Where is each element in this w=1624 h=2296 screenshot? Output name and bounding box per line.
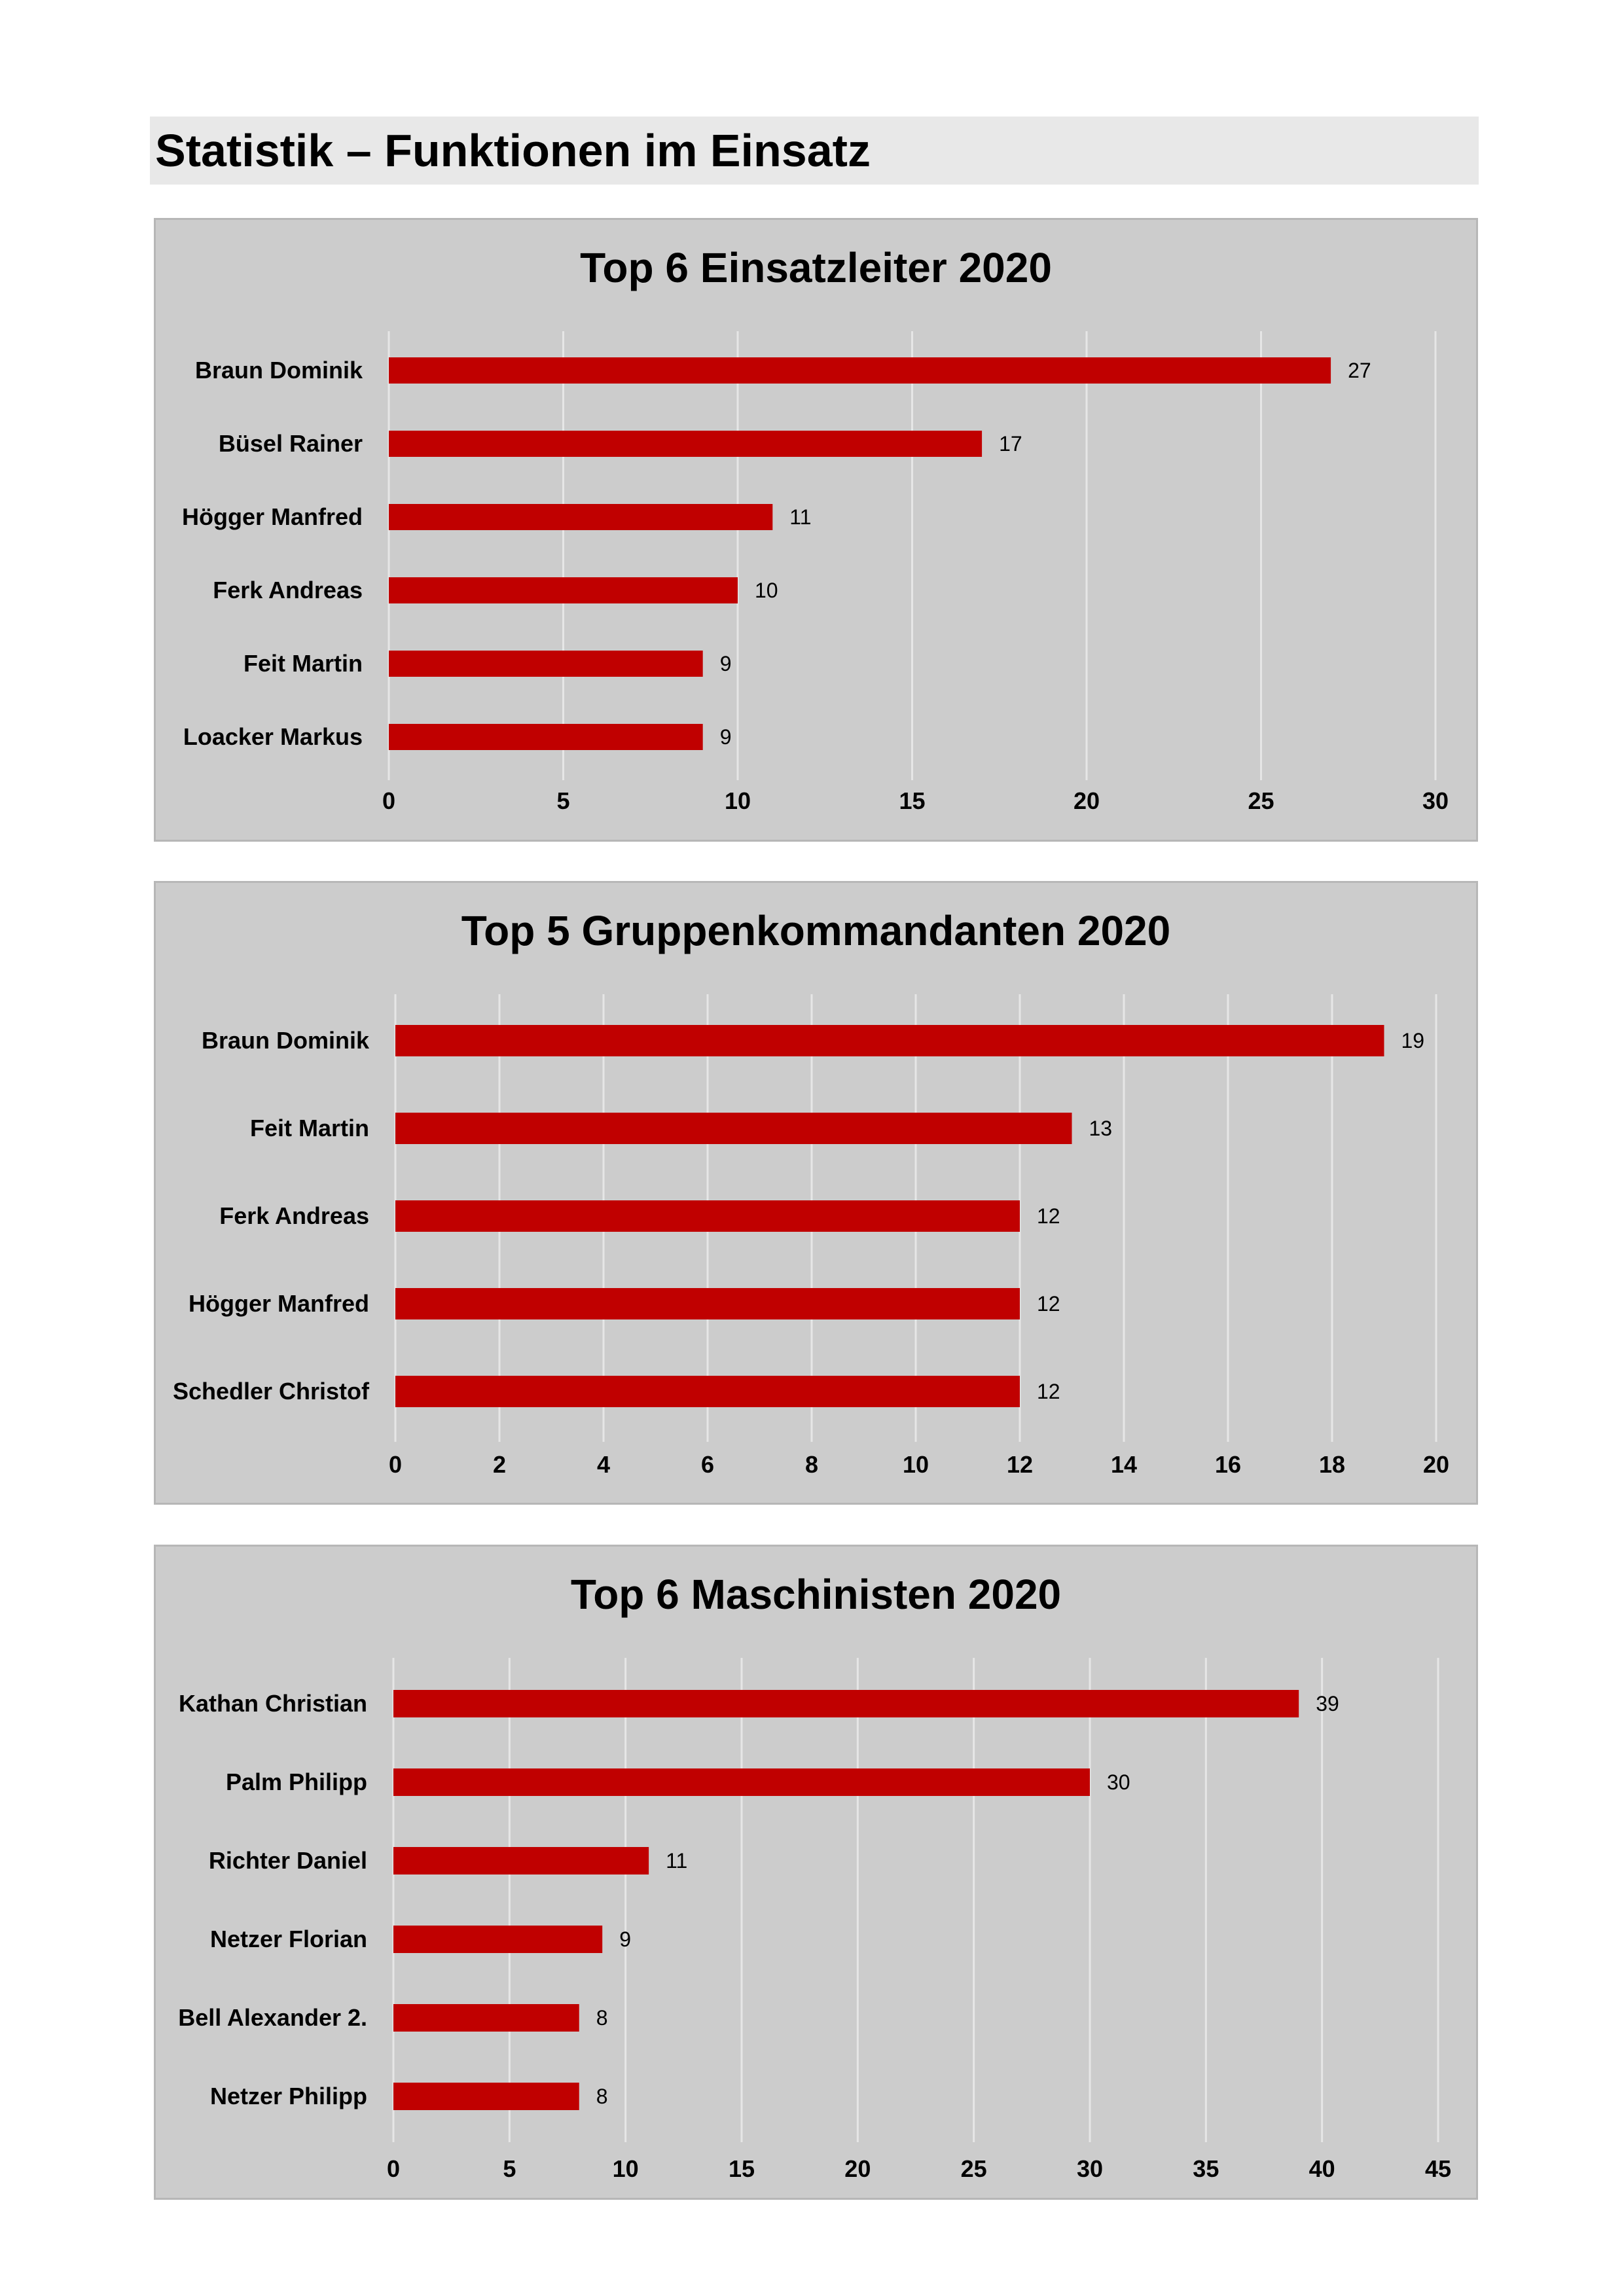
category-label: Ferk Andreas — [219, 1202, 369, 1229]
x-tick-label: 0 — [387, 2155, 400, 2182]
data-label: 39 — [1316, 1692, 1339, 1715]
category-label: Palm Philipp — [226, 1768, 367, 1795]
bar — [395, 1288, 1020, 1319]
category-label: Kathan Christian — [179, 1690, 367, 1717]
category-label: Ferk Andreas — [213, 577, 363, 603]
category-label: Feit Martin — [244, 650, 363, 677]
x-tick-label: 35 — [1193, 2155, 1219, 2182]
chart-title: Top 6 Maschinisten 2020 — [570, 1571, 1062, 1618]
category-label: Büsel Rainer — [219, 430, 363, 457]
x-tick-label: 16 — [1215, 1451, 1241, 1478]
x-tick-label: 30 — [1077, 2155, 1103, 2182]
category-label: Netzer Philipp — [210, 2083, 367, 2109]
chart-title: Top 5 Gruppenkommandanten 2020 — [461, 907, 1171, 954]
category-label: Feit Martin — [250, 1115, 369, 1141]
x-tick-label: 0 — [382, 787, 395, 814]
bar — [389, 357, 1331, 384]
x-tick-label: 25 — [1248, 787, 1274, 814]
x-tick-label: 8 — [805, 1451, 818, 1478]
x-tick-label: 20 — [1423, 1451, 1449, 1478]
x-tick-label: 15 — [729, 2155, 755, 2182]
data-label: 10 — [755, 579, 778, 602]
data-label: 13 — [1089, 1117, 1113, 1140]
category-label: Schedler Christof — [173, 1378, 370, 1405]
x-tick-label: 4 — [597, 1451, 610, 1478]
chart-plot: 0 2 4 6 8 10 12 14 16 18 20 Braun Dominik 19 Feit Mar… — [173, 994, 1449, 1478]
category-label: Högger Manfred — [182, 503, 363, 530]
category-label: Högger Manfred — [189, 1290, 369, 1317]
data-label: 30 — [1107, 1770, 1130, 1794]
page-heading: Statistik – Funktionen im Einsatz — [150, 117, 1479, 185]
bar — [395, 1025, 1384, 1056]
chart-title: Top 6 Einsatzleiter 2020 — [580, 244, 1052, 291]
category-label: Netzer Florian — [210, 1926, 367, 1952]
x-tick-label: 0 — [389, 1451, 402, 1478]
x-tick-label: 20 — [844, 2155, 871, 2182]
x-tick-label: 5 — [556, 787, 569, 814]
category-label: Braun Dominik — [195, 357, 363, 384]
bar — [389, 651, 703, 677]
chart-maschinisten: Top 6 Maschinisten 2020 0 5 10 15 20 25 30 35 40… — [154, 1545, 1478, 2200]
x-tick-label: 18 — [1319, 1451, 1345, 1478]
data-label: 27 — [1348, 359, 1371, 382]
bar — [393, 2004, 579, 2032]
bar — [389, 577, 738, 603]
x-tick-label: 5 — [503, 2155, 516, 2182]
bar — [393, 1847, 649, 1874]
data-label: 12 — [1037, 1380, 1060, 1403]
x-tick-label: 12 — [1007, 1451, 1033, 1478]
bar — [389, 724, 703, 750]
x-tick-label: 40 — [1309, 2155, 1335, 2182]
data-label: 11 — [789, 505, 811, 529]
chart-plot: 0 5 10 15 20 25 30 Braun Dominik 27 Büsel Rainer 1… — [182, 331, 1449, 814]
data-label: 12 — [1037, 1204, 1060, 1228]
x-tick-label: 15 — [899, 787, 925, 814]
data-label: 11 — [666, 1849, 687, 1873]
x-tick-label: 20 — [1074, 787, 1100, 814]
x-tick-label: 30 — [1422, 787, 1449, 814]
bar — [393, 2083, 579, 2110]
chart-gruppenkommandanten: Top 5 Gruppenkommandanten 2020 0 2 4 6 8 10 12… — [154, 881, 1478, 1505]
data-label: 9 — [619, 1928, 631, 1951]
chart-einsatzleiter: Top 6 Einsatzleiter 2020 0 5 10 15 20 25 30 Bra… — [154, 218, 1478, 842]
bar — [395, 1376, 1020, 1407]
x-tick-label: 14 — [1111, 1451, 1137, 1478]
x-tick-label: 45 — [1425, 2155, 1451, 2182]
data-label: 8 — [596, 2006, 608, 2030]
data-label: 12 — [1037, 1292, 1060, 1316]
bar — [395, 1200, 1020, 1232]
bar — [393, 1768, 1090, 1796]
category-label: Braun Dominik — [202, 1027, 370, 1054]
category-label: Bell Alexander 2. — [178, 2004, 367, 2031]
data-label: 19 — [1401, 1029, 1425, 1052]
data-label: 8 — [596, 2085, 608, 2108]
x-tick-label: 25 — [961, 2155, 987, 2182]
bar — [389, 431, 983, 457]
category-label: Loacker Markus — [183, 723, 363, 750]
category-label: Richter Daniel — [209, 1847, 367, 1874]
data-label: 9 — [720, 725, 732, 749]
bar — [389, 504, 773, 530]
bar — [393, 1690, 1299, 1717]
data-label: 17 — [999, 432, 1022, 456]
x-tick-label: 10 — [725, 787, 751, 814]
data-label: 9 — [720, 652, 732, 675]
x-tick-label: 10 — [903, 1451, 929, 1478]
page-heading-text: Statistik – Funktionen im Einsatz — [155, 125, 871, 176]
x-tick-label: 2 — [493, 1451, 506, 1478]
bar — [393, 1926, 603, 1953]
x-tick-label: 6 — [701, 1451, 714, 1478]
x-tick-label: 10 — [613, 2155, 639, 2182]
bar — [395, 1113, 1072, 1144]
chart-plot: 0 5 10 15 20 25 30 35 40 45 Kathan Christian 39 Palm… — [178, 1658, 1451, 2182]
